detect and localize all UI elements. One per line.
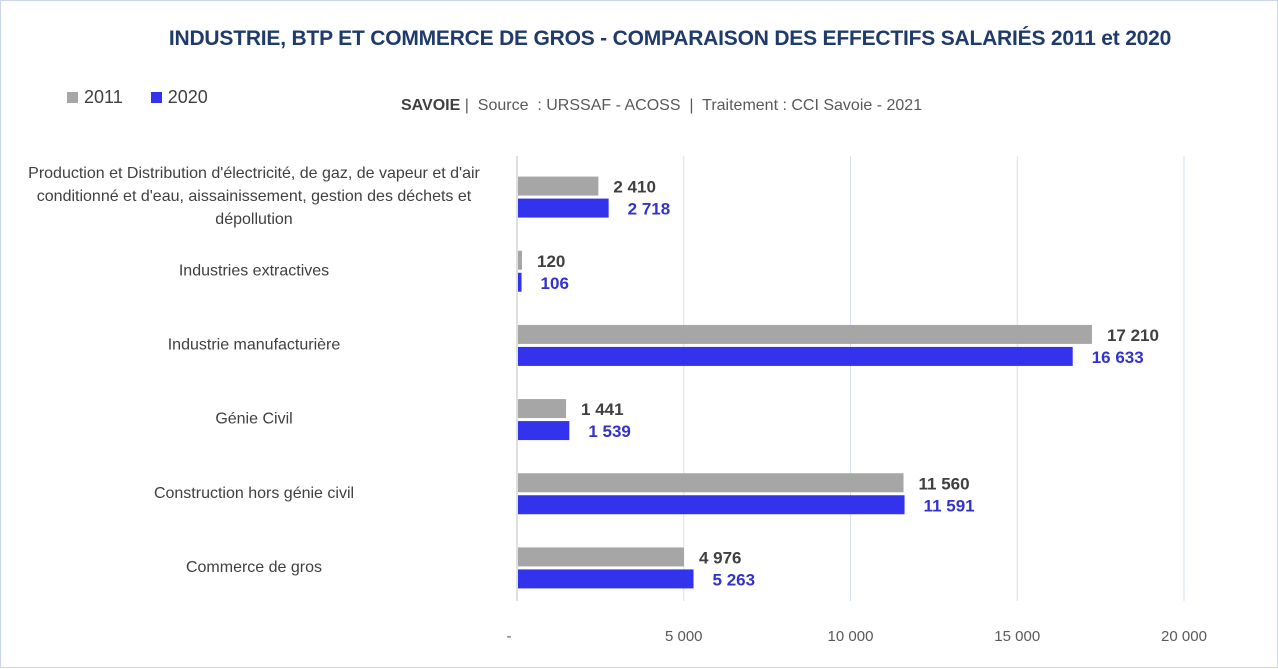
chart-title: INDUSTRIE, BTP ET COMMERCE DE GROS - COM… <box>168 27 1172 50</box>
bar-2020 <box>518 272 522 292</box>
legend: 2011 2020 <box>67 87 236 108</box>
category-label: Construction hors génie civil <box>154 485 354 502</box>
data-label-2011: 1 441 <box>581 400 624 419</box>
category-label: Commerce de gros <box>186 559 322 576</box>
bar-2011 <box>518 250 523 270</box>
subtitle-source: | Source : URSSAF - ACOSS | Traitement :… <box>460 97 923 114</box>
legend-item-2011: 2011 <box>67 87 123 108</box>
data-label-2020: 1 539 <box>588 422 631 441</box>
data-label-2011: 120 <box>537 252 565 271</box>
legend-swatch-2011 <box>67 92 78 103</box>
category-label: Génie Civil <box>215 411 292 428</box>
data-label-2020: 5 263 <box>713 570 756 589</box>
x-tick-label: 15 000 <box>994 628 1040 645</box>
bar-2011 <box>518 399 567 419</box>
bar-2020 <box>518 421 570 441</box>
bar-2020 <box>518 569 694 589</box>
legend-item-2020: 2020 <box>150 87 208 108</box>
data-label-2011: 17 210 <box>1107 326 1159 345</box>
x-tick-label: 20 000 <box>1161 628 1207 645</box>
bar-2011 <box>518 176 599 196</box>
legend-label-2020: 2020 <box>167 87 208 107</box>
category-label: conditionné et d'eau, aissainissement, g… <box>37 188 472 205</box>
category-label: dépollution <box>215 211 292 228</box>
data-label-2011: 11 560 <box>919 474 970 493</box>
x-tick-label: 5 000 <box>665 628 703 645</box>
bar-2011 <box>518 547 684 567</box>
bar-2020 <box>518 346 1073 366</box>
category-label: Industrie manufacturière <box>168 336 341 353</box>
chart-subtitle: SAVOIE | Source : URSSAF - ACOSS | Trait… <box>401 97 922 115</box>
x-tick-label: 10 000 <box>828 628 874 645</box>
legend-swatch-2020 <box>150 92 162 103</box>
bar-2011 <box>518 324 1092 344</box>
category-label: Industries extractives <box>179 262 329 279</box>
subtitle-region: SAVOIE <box>401 97 461 114</box>
bar-2011 <box>518 473 904 493</box>
bar-2020 <box>518 495 905 515</box>
legend-label-2011: 2011 <box>84 87 123 107</box>
category-label: Production et Distribution d'électricité… <box>28 165 480 182</box>
data-label-2020: 2 718 <box>628 200 671 219</box>
bar-2020 <box>518 198 609 218</box>
x-tick-label: - <box>507 628 512 645</box>
data-label-2011: 4 976 <box>699 548 742 567</box>
data-label-2020: 16 633 <box>1092 348 1144 367</box>
data-label-2020: 106 <box>541 274 569 293</box>
data-label-2020: 11 591 <box>924 496 975 515</box>
data-label-2011: 2 410 <box>613 178 656 197</box>
